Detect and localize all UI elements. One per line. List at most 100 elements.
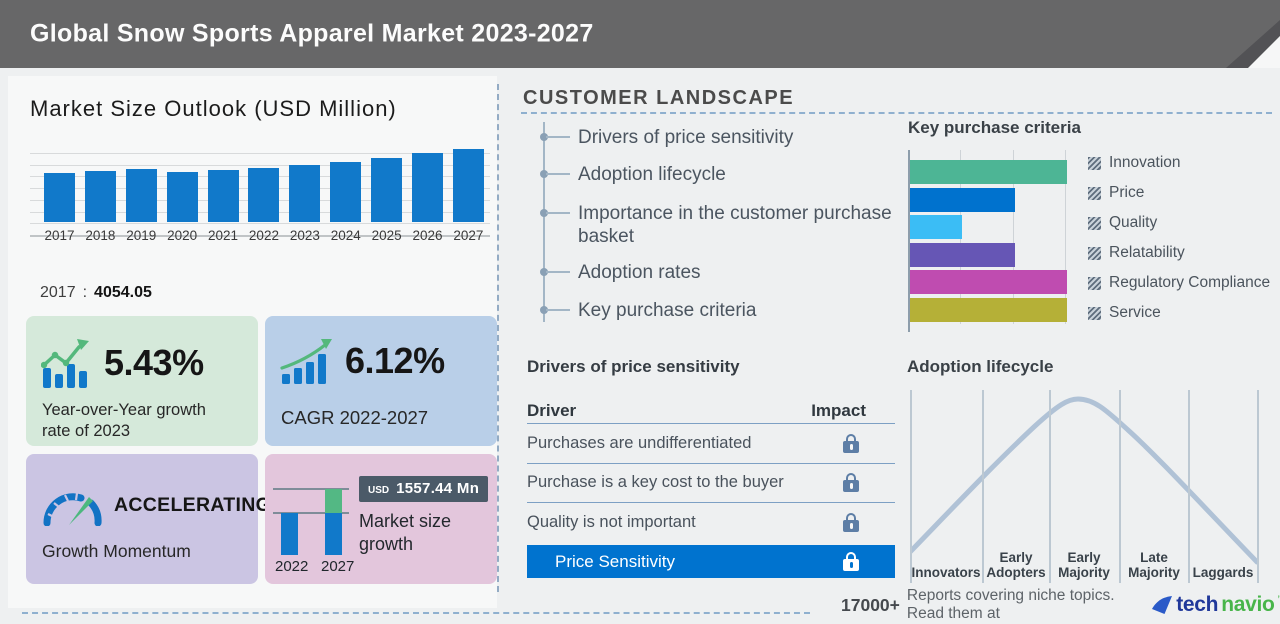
year-label: 2021 (208, 228, 239, 243)
bar-group: 2027 (452, 131, 485, 244)
cagr-value: 6.12% (345, 340, 445, 381)
amount-value: 1557.44 Mn (396, 480, 480, 497)
column-driver: Driver (527, 400, 577, 420)
bar-chart-trend-icon (41, 339, 89, 388)
price-sensitivity-title: Drivers of price sensitivity (527, 357, 740, 376)
list-item-label: Adoption rates (578, 262, 701, 283)
legend-row: Relatability (1088, 244, 1185, 262)
footer-dashed-line (22, 612, 810, 614)
market-size-bar (125, 169, 157, 222)
table-row: Quality is not important (527, 503, 895, 542)
year-label: 2027 (453, 228, 484, 243)
technavio-mark-icon (1152, 596, 1173, 614)
market-size-growth-card: 2022 2027 USD 1557.44 Mn Market size gro… (265, 454, 497, 584)
legend-swatch-icon (1088, 216, 1101, 230)
stage-label: Innovators (911, 565, 981, 581)
footer: 17000+ Reports covering niche topics. Re… (841, 587, 1280, 622)
gridline (30, 153, 490, 154)
list-connector (546, 309, 570, 311)
year-label: 2020 (167, 228, 198, 243)
legend-label: Quality (1109, 214, 1158, 231)
key-purchase-criteria-title: Key purchase criteria (908, 118, 1081, 137)
list-item-label: Key purchase criteria (578, 300, 757, 321)
growth-momentum-card: ACCELERATING Growth Momentum (26, 454, 271, 584)
bar-group: 2025 (370, 131, 403, 244)
base-year-value: 4054.05 (94, 284, 152, 301)
brand-navio: navio (1221, 593, 1275, 616)
kpc-axis (908, 150, 910, 332)
base-year-label: 2017 (40, 284, 76, 301)
legend-swatch-icon (1088, 246, 1101, 260)
year-label: 2025 (371, 228, 402, 243)
currency-label: USD (368, 485, 390, 496)
bar-group: 2024 (329, 131, 362, 244)
legend-row: Service (1088, 304, 1161, 322)
bar-group: 2026 (411, 131, 444, 244)
market-size-bar (412, 153, 444, 222)
legend-swatch-icon (1088, 186, 1101, 200)
driver-cell: Purchases are undifferentiated (527, 433, 752, 452)
stage-gridline (1049, 390, 1051, 583)
legend-row: Innovation (1088, 154, 1181, 172)
section-divider (497, 84, 499, 592)
footer-message: Reports covering niche topics. Read them… (906, 587, 1115, 622)
criteria-bar (910, 160, 1067, 184)
year-label: 2018 (85, 228, 116, 243)
mini-year-from: 2022 (275, 558, 309, 575)
momentum-value: ACCELERATING (114, 493, 272, 516)
market-size-bar (166, 172, 198, 222)
list-bullet (540, 306, 548, 314)
cagr-label: CAGR 2022-2027 (281, 407, 429, 428)
list-bullet (540, 170, 548, 178)
column-impact: Impact (811, 400, 866, 420)
yoy-value: 5.43% (104, 342, 204, 383)
legend-row: Price (1088, 184, 1144, 202)
report-count: 17000+ (841, 594, 900, 615)
legend-label: Regulatory Compliance (1109, 274, 1271, 291)
list-bullet (540, 133, 548, 141)
gridline (30, 165, 490, 166)
bar-group: 2017 (43, 131, 76, 244)
gridline (30, 235, 490, 237)
market-size-panel: Market Size Outlook (USD Million) 2017 20… (8, 76, 497, 608)
growth-label: Market size growth (359, 511, 452, 555)
year-label: 2022 (248, 228, 279, 243)
criteria-bar (910, 215, 962, 239)
market-size-bar (44, 173, 75, 222)
year-label: 2019 (126, 228, 157, 243)
momentum-stat-row: ACCELERATING (41, 484, 271, 526)
lock-icon (843, 552, 859, 571)
technavio-logo[interactable]: tech navio ’ (1151, 593, 1280, 617)
price-sensitivity-table: Driver Impact Purchases are undifferenti… (527, 398, 895, 542)
yoy-label: Year-over-Year growth rate of 2023 (42, 401, 206, 441)
base-year-separator: : (82, 284, 88, 301)
mini-bar-2027-growth (325, 489, 342, 513)
bar-group: 2020 (166, 131, 199, 244)
mini-year-to: 2027 (321, 558, 355, 575)
year-label: 2024 (330, 228, 361, 243)
highlight-label: Price Sensitivity (555, 551, 675, 571)
criteria-bar (910, 243, 1015, 267)
year-label: 2023 (289, 228, 320, 243)
table-row: Purchase is a key cost to the buyer (527, 464, 895, 503)
price-sensitivity-highlight-row: Price Sensitivity (527, 545, 895, 578)
kpc-legend: Innovation Price Quality Relatability Regula… (1088, 150, 1278, 332)
legend-label: Service (1109, 304, 1161, 321)
lock-icon (843, 473, 859, 493)
market-size-bar (289, 165, 321, 222)
stage-gridline (1257, 390, 1259, 583)
gridline (1065, 150, 1066, 324)
criteria-bar (910, 298, 1067, 322)
market-size-chart: 2017 2018 2019 2020 2021 2022 2023 2024 2025 2026… (30, 144, 490, 260)
stage-gridline (1119, 390, 1121, 583)
brand-tech: tech (1176, 593, 1219, 616)
lock-icon (843, 433, 859, 453)
criteria-bar (910, 188, 1015, 212)
legend-label: Innovation (1109, 154, 1181, 171)
market-size-bar (371, 158, 403, 222)
speedometer-icon (43, 492, 102, 526)
stage-label: Late Majority (1128, 549, 1180, 581)
adoption-lifecycle-title: Adoption lifecycle (907, 357, 1054, 376)
cagr-stat-row: 6.12% (280, 338, 445, 384)
